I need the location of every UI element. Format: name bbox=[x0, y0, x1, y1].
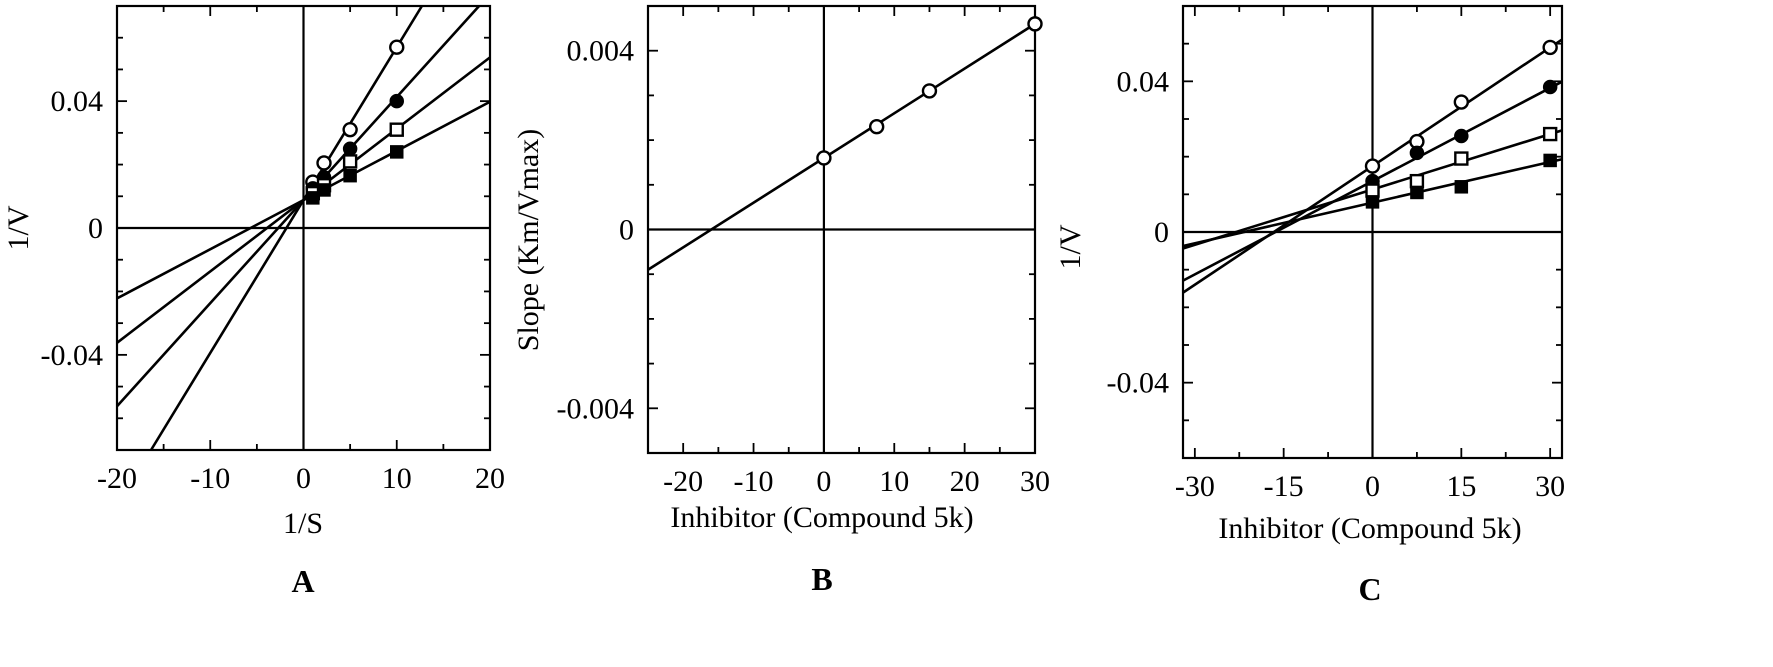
panel-b-y-tick-label: -0.004 bbox=[557, 392, 635, 425]
panel-c-xlabel: Inhibitor (Compound 5k) bbox=[1218, 512, 1521, 545]
panel-c-series-4-point bbox=[1543, 153, 1557, 168]
panel-c-y-tick-label: 0 bbox=[1154, 216, 1169, 249]
panel-c-x-tick-label: 0 bbox=[1365, 470, 1380, 503]
panel-c-series-4-point bbox=[1365, 195, 1380, 209]
panel-a-series-2-fit-line bbox=[116, 5, 481, 408]
panel-c-series-3-point bbox=[1365, 183, 1380, 198]
panel-c-series-3-point bbox=[1454, 151, 1469, 166]
panel-c: -30 -15 0 15 30 -0.04 0 0.04 Inhibitor (Compoun… bbox=[1054, 4, 1565, 607]
panel-a-series-1-point bbox=[316, 155, 332, 171]
panel-a-series-4-point bbox=[390, 145, 404, 159]
panel-b-letter: B bbox=[811, 561, 832, 597]
panel-a-series-3-point bbox=[389, 122, 404, 137]
panel-b: -20 -10 0 10 20 30 -0.004 0 0.004 Inhibitor (Com… bbox=[512, 4, 1050, 597]
panel-c-series-2-point bbox=[1409, 145, 1425, 161]
panel-b-series-1-point bbox=[921, 83, 938, 99]
panel-c-series-4-point bbox=[1454, 180, 1469, 194]
panel-b-x-tick-label: -20 bbox=[663, 465, 703, 498]
panel-a-x-tick-label: 10 bbox=[382, 462, 412, 495]
panel-c-y-tick-label: -0.04 bbox=[1107, 367, 1170, 400]
panel-a-plot: -20 -10 0 10 20 -0.04 0 0.04 bbox=[41, 4, 505, 495]
panel-c-x-tick-label: 30 bbox=[1535, 470, 1565, 503]
panel-c-series-3-point bbox=[1542, 126, 1558, 142]
panel-a-series-4-point bbox=[317, 183, 331, 197]
panel-c-series-4-point bbox=[1410, 185, 1424, 200]
panel-a-x-tick-label: -20 bbox=[97, 462, 137, 495]
panel-a-series-4-point bbox=[306, 191, 320, 205]
panel-a-series-4-fit-line bbox=[116, 100, 491, 300]
panel-b-x-tick-label: 20 bbox=[950, 465, 980, 498]
panel-a-ylabel: 1/V bbox=[2, 205, 35, 250]
panel-a-x-tick-label: -10 bbox=[190, 462, 230, 495]
panel-b-y-tick-label: 0.004 bbox=[567, 35, 635, 68]
panel-a-x-tick-label: 20 bbox=[475, 462, 505, 495]
panel-c-series-3-point bbox=[1409, 173, 1425, 189]
panel-b-series-1-point bbox=[816, 150, 832, 166]
panel-a-letter: A bbox=[291, 563, 314, 599]
panel-c-letter: C bbox=[1358, 571, 1381, 607]
panel-a-series-1-point bbox=[389, 39, 405, 55]
panel-c-y-tick-label: 0.04 bbox=[1117, 65, 1170, 98]
panel-b-series-1-point bbox=[1027, 16, 1043, 32]
panel-a-series-4-point bbox=[343, 168, 357, 183]
panel-c-x-tick-label: -30 bbox=[1175, 470, 1215, 503]
panel-a-x-tick-label: 0 bbox=[296, 462, 311, 495]
panel-a-series-1-point bbox=[342, 121, 358, 138]
panel-c-series-1-point bbox=[1542, 39, 1558, 56]
panel-c-series-2-point bbox=[1542, 79, 1558, 95]
panel-b-xlabel: Inhibitor (Compound 5k) bbox=[670, 501, 973, 534]
panel-a-y-tick-label: 0 bbox=[88, 212, 103, 245]
panel-c-series-1-point bbox=[1453, 94, 1470, 110]
panel-b-x-tick-label: -10 bbox=[734, 465, 774, 498]
panel-c-ylabel: 1/V bbox=[1054, 224, 1087, 269]
panel-c-series-1-point bbox=[1364, 158, 1381, 174]
panel-b-plot: -20 -10 0 10 20 30 -0.004 0 0.004 bbox=[557, 4, 1050, 498]
panel-a-y-tick-label: -0.04 bbox=[41, 339, 104, 372]
panel-a: -20 -10 0 10 20 -0.04 0 0.04 1/S 1/V A bbox=[2, 4, 505, 599]
panel-c-plot: -30 -15 0 15 30 -0.04 0 0.04 bbox=[1107, 4, 1565, 503]
panel-c-x-tick-label: -15 bbox=[1264, 470, 1304, 503]
panel-b-series-1-fit-line bbox=[647, 22, 1036, 271]
panel-b-y-tick-label: 0 bbox=[619, 214, 634, 247]
panel-c-series-2-point bbox=[1454, 128, 1469, 144]
panel-b-x-tick-label: 0 bbox=[816, 465, 831, 498]
panel-a-series-2-point bbox=[342, 141, 358, 156]
panel-a-y-tick-label: 0.04 bbox=[51, 85, 104, 118]
panel-a-xlabel: 1/S bbox=[283, 507, 323, 540]
panel-b-ylabel: Slope (Km/Vmax) bbox=[512, 129, 545, 351]
panel-a-series-2-point bbox=[389, 93, 404, 109]
panel-c-x-tick-label: 15 bbox=[1446, 470, 1476, 503]
panel-b-x-tick-label: 30 bbox=[1020, 465, 1050, 498]
panel-b-x-tick-label: 10 bbox=[879, 465, 909, 498]
panel-a-series-1-fit-line bbox=[149, 5, 424, 451]
panel-b-series-1-point bbox=[868, 118, 885, 135]
panel-a-series-3-point bbox=[342, 154, 358, 169]
